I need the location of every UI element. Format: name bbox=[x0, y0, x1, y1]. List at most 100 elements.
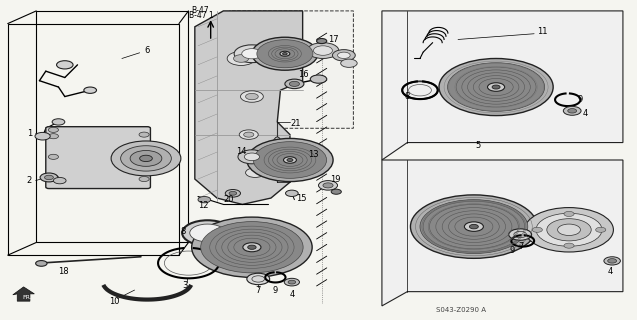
Text: 9: 9 bbox=[273, 285, 278, 295]
Circle shape bbox=[287, 158, 293, 162]
Circle shape bbox=[192, 217, 312, 277]
Circle shape bbox=[288, 280, 296, 284]
Polygon shape bbox=[230, 11, 354, 138]
Circle shape bbox=[40, 173, 58, 182]
Text: B-47 1: B-47 1 bbox=[189, 11, 214, 20]
Circle shape bbox=[241, 91, 263, 102]
Circle shape bbox=[229, 191, 237, 195]
Circle shape bbox=[492, 85, 500, 89]
Circle shape bbox=[547, 219, 591, 241]
Text: 20: 20 bbox=[224, 195, 234, 204]
Circle shape bbox=[57, 61, 73, 69]
Circle shape bbox=[280, 51, 290, 56]
Text: 14: 14 bbox=[236, 147, 247, 156]
Text: 7: 7 bbox=[255, 285, 261, 295]
Circle shape bbox=[84, 87, 97, 93]
Circle shape bbox=[310, 75, 327, 83]
Circle shape bbox=[608, 259, 617, 263]
Circle shape bbox=[246, 168, 264, 178]
Text: 3: 3 bbox=[183, 281, 188, 290]
Circle shape bbox=[139, 177, 149, 181]
Text: 4: 4 bbox=[582, 108, 587, 117]
Circle shape bbox=[307, 43, 339, 59]
Circle shape bbox=[190, 224, 225, 242]
Text: S043-Z0290 A: S043-Z0290 A bbox=[436, 307, 486, 313]
Circle shape bbox=[45, 175, 54, 180]
Text: 10: 10 bbox=[109, 297, 120, 306]
Circle shape bbox=[36, 260, 47, 266]
Text: 16: 16 bbox=[298, 70, 309, 79]
Circle shape bbox=[246, 93, 258, 100]
Circle shape bbox=[410, 195, 537, 258]
Text: 15: 15 bbox=[296, 194, 307, 203]
Circle shape bbox=[130, 150, 162, 166]
Circle shape bbox=[341, 59, 357, 68]
Circle shape bbox=[252, 37, 318, 70]
Circle shape bbox=[257, 40, 313, 68]
Text: 13: 13 bbox=[308, 150, 318, 159]
Circle shape bbox=[234, 55, 248, 62]
Circle shape bbox=[254, 142, 327, 178]
Circle shape bbox=[313, 46, 333, 55]
Circle shape bbox=[54, 178, 66, 184]
Text: 4: 4 bbox=[608, 267, 613, 276]
Circle shape bbox=[333, 50, 355, 61]
Circle shape bbox=[140, 155, 152, 162]
Circle shape bbox=[48, 175, 59, 180]
Text: 2: 2 bbox=[27, 176, 32, 185]
Circle shape bbox=[247, 273, 269, 285]
Text: 6: 6 bbox=[144, 46, 150, 55]
Ellipse shape bbox=[271, 137, 283, 167]
Circle shape bbox=[198, 196, 211, 203]
Circle shape bbox=[563, 106, 581, 115]
Circle shape bbox=[52, 119, 65, 125]
Circle shape bbox=[283, 157, 296, 163]
Text: FR.: FR. bbox=[22, 295, 32, 300]
Text: 4: 4 bbox=[289, 290, 294, 299]
Circle shape bbox=[536, 213, 602, 246]
Circle shape bbox=[448, 63, 545, 111]
Circle shape bbox=[289, 81, 299, 86]
Circle shape bbox=[242, 49, 262, 59]
Circle shape bbox=[420, 200, 528, 253]
Polygon shape bbox=[195, 11, 303, 204]
Circle shape bbox=[564, 212, 574, 216]
Circle shape bbox=[596, 227, 606, 232]
Text: B-47: B-47 bbox=[192, 6, 210, 15]
Circle shape bbox=[469, 224, 478, 229]
Text: 17: 17 bbox=[328, 35, 339, 44]
Circle shape bbox=[439, 59, 553, 116]
Circle shape bbox=[234, 45, 269, 63]
Circle shape bbox=[338, 52, 350, 59]
Circle shape bbox=[323, 183, 333, 188]
Circle shape bbox=[509, 229, 532, 240]
Circle shape bbox=[464, 222, 483, 231]
Polygon shape bbox=[382, 160, 623, 306]
Circle shape bbox=[240, 130, 258, 140]
Circle shape bbox=[238, 150, 266, 164]
Circle shape bbox=[201, 222, 303, 273]
Circle shape bbox=[285, 79, 304, 89]
Circle shape bbox=[568, 108, 576, 113]
Text: 5: 5 bbox=[475, 141, 480, 150]
Text: 9: 9 bbox=[577, 95, 582, 104]
Circle shape bbox=[243, 243, 261, 252]
Circle shape bbox=[283, 52, 287, 55]
Polygon shape bbox=[13, 287, 34, 301]
Circle shape bbox=[317, 38, 327, 44]
Text: 21: 21 bbox=[290, 119, 301, 128]
Circle shape bbox=[247, 139, 333, 181]
Circle shape bbox=[120, 146, 171, 171]
Circle shape bbox=[139, 132, 149, 137]
FancyBboxPatch shape bbox=[46, 127, 150, 188]
Text: 12: 12 bbox=[198, 201, 208, 210]
Polygon shape bbox=[382, 11, 623, 160]
Circle shape bbox=[227, 52, 255, 66]
Circle shape bbox=[557, 224, 580, 236]
Circle shape bbox=[48, 134, 59, 139]
Text: 19: 19 bbox=[330, 174, 340, 184]
Circle shape bbox=[245, 153, 259, 161]
Text: 7: 7 bbox=[519, 242, 524, 251]
Circle shape bbox=[48, 154, 59, 159]
Text: 1: 1 bbox=[27, 129, 32, 138]
